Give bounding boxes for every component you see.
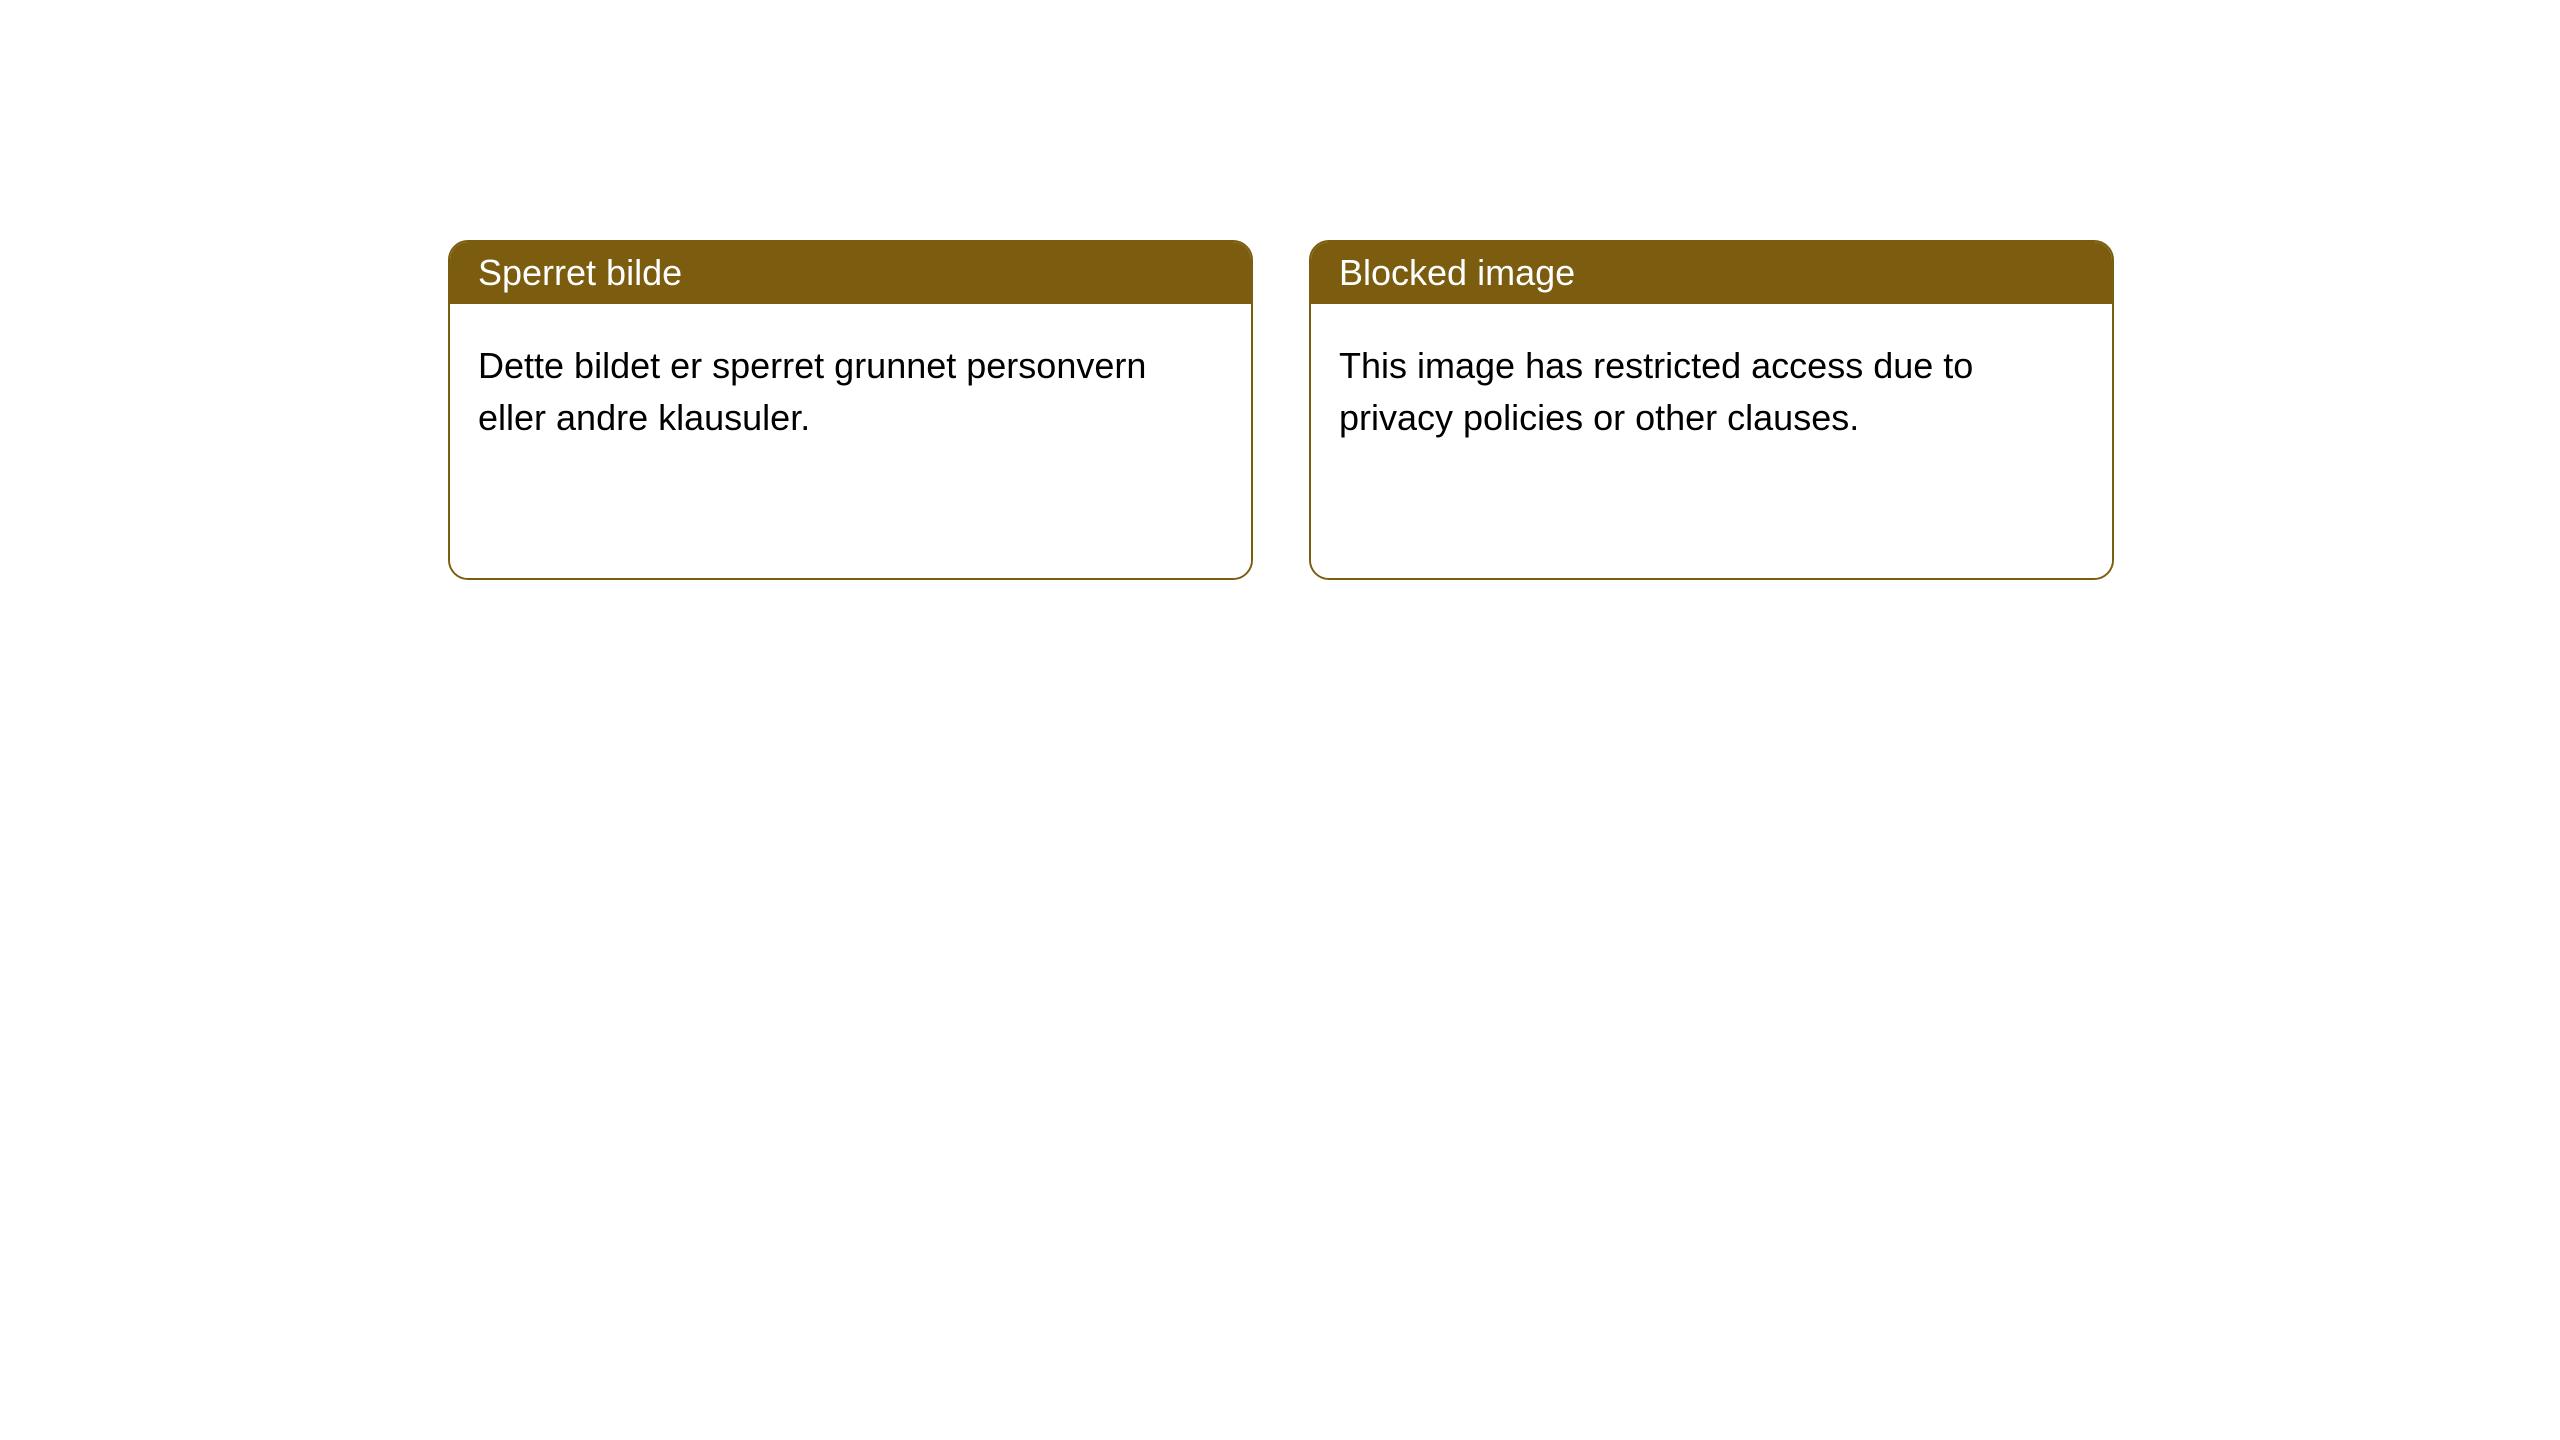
card-body-text: Dette bildet er sperret grunnet personve…: [478, 345, 1146, 438]
card-english: Blocked image This image has restricted …: [1309, 240, 2114, 580]
cards-container: Sperret bilde Dette bildet er sperret gr…: [0, 0, 2560, 580]
card-body: Dette bildet er sperret grunnet personve…: [450, 304, 1251, 578]
card-body: This image has restricted access due to …: [1311, 304, 2112, 578]
card-norwegian: Sperret bilde Dette bildet er sperret gr…: [448, 240, 1253, 580]
card-title: Sperret bilde: [478, 252, 682, 293]
card-header: Blocked image: [1311, 242, 2112, 304]
card-header: Sperret bilde: [450, 242, 1251, 304]
card-body-text: This image has restricted access due to …: [1339, 345, 1973, 438]
card-title: Blocked image: [1339, 252, 1575, 293]
